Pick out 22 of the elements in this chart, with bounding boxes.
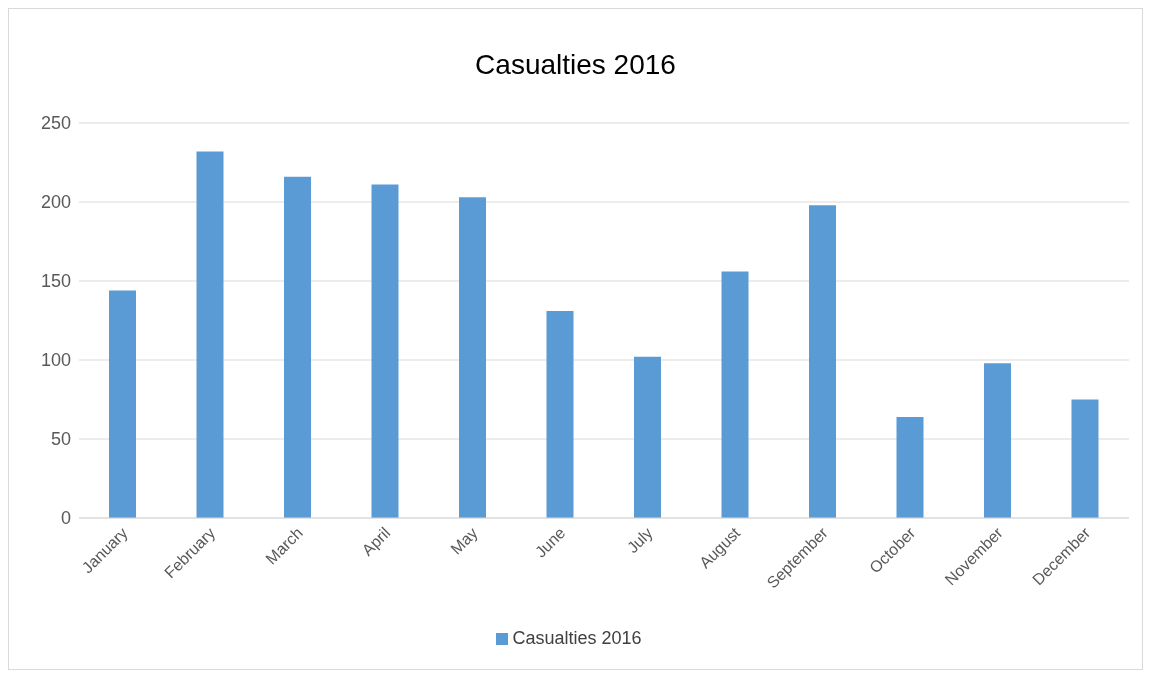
y-tick-label: 100 [40, 350, 71, 371]
bar [896, 416, 924, 518]
y-tick-label: 200 [40, 192, 71, 213]
bar [109, 290, 136, 518]
y-tick-label: 0 [60, 508, 71, 529]
bar [284, 176, 311, 518]
bar [196, 151, 224, 518]
bar [371, 184, 399, 518]
bar [459, 197, 486, 518]
chart-title: Casualties 2016 [474, 49, 677, 81]
y-tick-label: 250 [40, 113, 71, 134]
y-tick-label: 50 [50, 429, 71, 450]
x-tick-label: May [447, 524, 481, 558]
bar [546, 311, 574, 518]
bar [721, 271, 749, 518]
x-tick-label: July [623, 524, 656, 557]
bar [984, 363, 1011, 518]
legend-label: Casualties 2016 [512, 628, 642, 648]
y-tick-label: 150 [40, 271, 71, 292]
bar [1071, 399, 1099, 518]
bar [634, 356, 661, 518]
bar [809, 205, 836, 518]
